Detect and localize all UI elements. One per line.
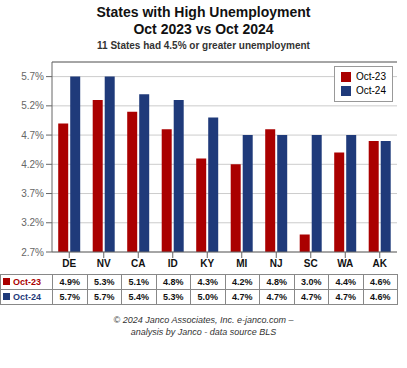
- svg-text:KY: KY: [200, 258, 214, 269]
- html-text:Oct-24: Oct-24: [356, 85, 386, 96]
- html-text:4.8%: 4.8%: [163, 277, 184, 287]
- svg-text:2.7%: 2.7%: [21, 247, 44, 258]
- html-text:© 2024 Janco Associates, Inc.: © 2024 Janco Associates, Inc. e-janco.co…: [113, 315, 294, 337]
- html-text:5.1%: 5.1%: [128, 277, 149, 287]
- html-text:4.6%: 4.6%: [370, 277, 391, 287]
- html-text:5.7%: 5.7%: [94, 292, 115, 302]
- html-text:5.3%: 5.3%: [163, 292, 184, 302]
- svg-text:3.2%: 3.2%: [21, 217, 44, 228]
- svg-text:ID: ID: [168, 258, 178, 269]
- html-text:States with High Unemployment: States with High Unemployment: [96, 4, 311, 20]
- svg-text:4.2%: 4.2%: [21, 159, 44, 170]
- html-text:4.7%: 4.7%: [301, 292, 322, 302]
- html-text:4.3%: 4.3%: [197, 277, 218, 287]
- html-text:Oct-24: Oct-24: [13, 292, 41, 302]
- html-text:Oct-23: Oct-23: [13, 277, 41, 287]
- html-text:4.6%: 4.6%: [370, 292, 391, 302]
- svg-text:WA: WA: [337, 258, 353, 269]
- svg-text:5.7%: 5.7%: [21, 71, 44, 82]
- html-text:4.8%: 4.8%: [266, 277, 287, 287]
- html-text:11 States had 4.5% or greater: 11 States had 4.5% or greater unemployme…: [97, 40, 310, 51]
- html-text:5.0%: 5.0%: [197, 292, 218, 302]
- svg-text:NV: NV: [97, 258, 111, 269]
- svg-text:MI: MI: [236, 258, 247, 269]
- svg-text:NJ: NJ: [270, 258, 283, 269]
- html-text:Oct-23: Oct-23: [356, 71, 386, 82]
- svg-text:SC: SC: [304, 258, 318, 269]
- html-text:4.9%: 4.9%: [59, 277, 80, 287]
- svg-text:3.7%: 3.7%: [21, 188, 44, 199]
- html-text:3.0%: 3.0%: [301, 277, 322, 287]
- html-text:Oct 2023 vs Oct 2024: Oct 2023 vs Oct 2024: [133, 21, 274, 37]
- svg-text:4.7%: 4.7%: [21, 130, 44, 141]
- svg-text:AK: AK: [373, 258, 388, 269]
- html-text:4.2%: 4.2%: [232, 277, 253, 287]
- html-text:5.4%: 5.4%: [128, 292, 149, 302]
- svg-text:DE: DE: [62, 258, 76, 269]
- html-text:4.4%: 4.4%: [335, 277, 356, 287]
- svg-text:CA: CA: [131, 258, 145, 269]
- html-text:4.7%: 4.7%: [335, 292, 356, 302]
- html-text:4.7%: 4.7%: [232, 292, 253, 302]
- html-text:5.3%: 5.3%: [94, 277, 115, 287]
- html-text:5.7%: 5.7%: [59, 292, 80, 302]
- html-text:4.7%: 4.7%: [266, 292, 287, 302]
- svg-text:5.2%: 5.2%: [21, 100, 44, 111]
